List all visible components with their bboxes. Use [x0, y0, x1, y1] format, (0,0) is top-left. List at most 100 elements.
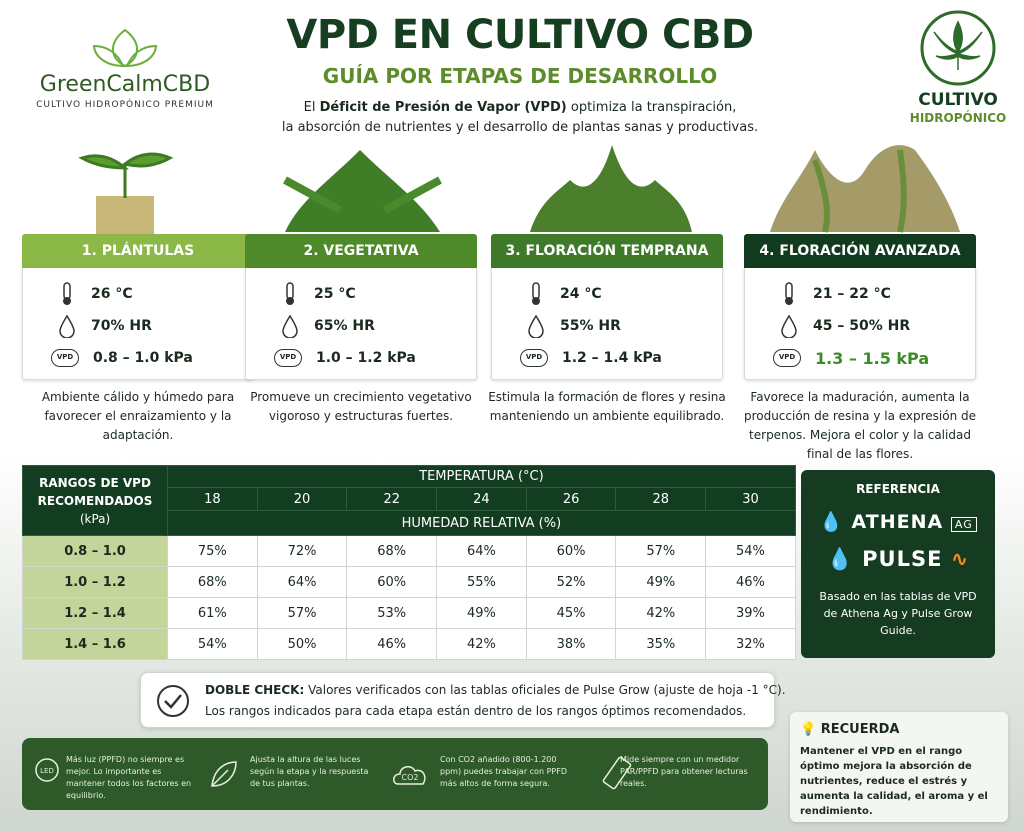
page-title: VPD EN CULTIVO CBD — [286, 12, 754, 58]
tip: Mide siempre con un medidor PAR/PPFD par… — [620, 755, 748, 788]
drop-icon — [59, 314, 75, 338]
row-label: 0.8 – 1.0 — [22, 535, 168, 567]
humidity-value: 64% — [436, 535, 527, 567]
stage-body: 26 °C 70% HR VPD 0.8 – 1.0 kPa — [22, 268, 254, 380]
lotus-icon — [92, 28, 158, 68]
thermometer-icon — [532, 282, 540, 305]
drop — [59, 314, 75, 338]
stage-humidity-value: 55% HR — [560, 318, 621, 334]
stage-card: 1. PLÁNTULAS 26 °C 70% HR VPD 0.8 – 1.0 kPa — [22, 234, 254, 380]
check-line2: Los rangos indicados para cada etapa est… — [205, 704, 747, 718]
leaves — [283, 176, 442, 214]
athena-tag: AG — [950, 517, 977, 532]
check-line1: DOBLE CHECK: Valores verificados con las… — [205, 683, 786, 697]
vpd-icon: VPD — [773, 349, 801, 367]
stage-description: Ambiente cálido y húmedo para favorecer … — [41, 390, 235, 442]
bulb — [35, 758, 59, 782]
stage-vpd-value: 1.0 – 1.2 kPa — [316, 350, 416, 366]
humidity-value: 52% — [525, 566, 617, 598]
drop-icon — [781, 314, 797, 338]
early-flower-plant — [530, 145, 692, 232]
stage-body: 21 – 22 °C 45 – 50% HR VPD 1.3 – 1.5 kPa — [744, 268, 976, 380]
humidity-value: 54% — [167, 628, 258, 660]
tip: Más luz (PPFD) no siempre es mejor. Lo i… — [66, 755, 192, 800]
meter-icon — [602, 756, 632, 790]
check-icon — [157, 685, 189, 717]
led-icon: LED — [35, 758, 59, 782]
humidity-value: 72% — [256, 535, 348, 567]
stage-temperature: 24 °C — [526, 280, 602, 308]
stage-description: Promueve un crecimiento vegetativo vigor… — [250, 390, 472, 423]
leaf-icon — [933, 20, 983, 70]
check-circle — [157, 685, 189, 717]
rockwool-cube — [96, 196, 154, 234]
humidity-value: 54% — [705, 535, 796, 567]
stage-description: Favorece la maduración, aumenta la produ… — [743, 390, 977, 461]
table-corner: RANGOS DE VPD RECOMENDADOS (kPa) — [22, 465, 168, 536]
reference-title: REFERENCIA — [856, 482, 940, 496]
badge-line1: CULTIVO — [918, 90, 998, 110]
vpd-icon: VPD — [520, 349, 548, 367]
temperature: 28 — [615, 487, 707, 511]
humidity-value: 49% — [436, 597, 527, 629]
stage-card: 2. VEGETATIVA 25 °C 65% HR VPD 1.0 – 1.2 kPa — [245, 234, 477, 380]
stage-title: 2. VEGETATIVA — [245, 234, 477, 268]
drop — [781, 314, 797, 338]
stage-temperature-value: 26 °C — [91, 286, 133, 302]
bulb — [785, 297, 793, 305]
tube — [532, 282, 540, 300]
humidity-value: 60% — [525, 535, 617, 567]
vpd-icon: VPD — [274, 349, 302, 367]
tip: Ajusta la altura de las luces según la e… — [250, 755, 369, 788]
drop-icon — [528, 314, 544, 338]
cloud — [393, 766, 426, 785]
bulb — [63, 297, 71, 305]
brand-tagline: CULTIVO HIDROPÓNICO PREMIUM — [36, 100, 214, 110]
humidity-value: 42% — [615, 597, 707, 629]
stage-body: 25 °C 65% HR VPD 1.0 – 1.2 kPa — [245, 268, 477, 380]
stage-title: 4. FLORACIÓN AVANZADA — [744, 234, 976, 268]
humidity-value: 75% — [167, 535, 258, 567]
table-row: 1.0 – 1.2 68% 64% 60% 55% 52% 49% 46% — [22, 566, 796, 598]
co2-icon: CO2 — [393, 766, 426, 785]
humidity-value: 64% — [256, 566, 348, 598]
vpd-table: RANGOS DE VPD RECOMENDADOS (kPa) TEMPERATUR… — [22, 465, 796, 660]
temperature: 22 — [346, 487, 438, 511]
icon-label: CO2 — [402, 773, 419, 782]
stage-description: Estimula la formación de flores y resina… — [488, 390, 726, 423]
humidity-value: 35% — [615, 628, 707, 660]
thermometer-icon — [785, 282, 793, 305]
humidity-value: 53% — [346, 597, 438, 629]
intro-bold: Déficit de Presión de Vapor (VPD) — [319, 100, 567, 115]
pulse-wave: ∿ — [950, 547, 970, 571]
reference-note: Basado en las tablas de VPD de Athena Ag… — [819, 590, 977, 637]
stage-temperature: 21 – 22 °C — [779, 280, 891, 308]
stage-vpd-value: 0.8 – 1.0 kPa — [93, 350, 193, 366]
stage-vpd: VPD 1.2 – 1.4 kPa — [520, 344, 662, 372]
intro-text: la absorción de nutrientes y el desarrol… — [281, 120, 759, 135]
stage-humidity-value: 70% HR — [91, 318, 152, 334]
stage-title: 3. FLORACIÓN TEMPRANA — [491, 234, 723, 268]
row-label: 1.0 – 1.2 — [22, 566, 168, 598]
table-row: 0.8 – 1.0 75% 72% 68% 64% 60% 57% 54% — [22, 535, 796, 567]
humidity-value: 60% — [346, 566, 438, 598]
humidity-header: HUMEDAD RELATIVA (%) — [167, 510, 796, 536]
bulb — [286, 297, 294, 305]
tube — [785, 282, 793, 300]
stage-vpd: VPD 1.0 – 1.2 kPa — [274, 344, 416, 372]
table-row: 18 20 22 24 26 28 30 — [23, 487, 796, 511]
athena-logo: 💧 ATHENA AG — [801, 510, 995, 533]
meter — [602, 756, 632, 790]
stage-vpd: VPD 0.8 – 1.0 kPa — [51, 344, 193, 372]
drop — [528, 314, 544, 338]
brand-logo — [92, 28, 158, 68]
stage-humidity-value: 45 – 50% HR — [813, 318, 911, 334]
page-subtitle: GUÍA POR ETAPAS DE DESARROLLO — [322, 64, 718, 88]
row-label: 1.4 – 1.6 — [22, 628, 168, 660]
stage-humidity: 70% HR — [57, 312, 152, 340]
humidity-value: 57% — [256, 597, 348, 629]
humidity-value: 61% — [167, 597, 258, 629]
stage-card: 3. FLORACIÓN TEMPRANA 24 °C 55% HR VPD 1.2 –… — [491, 234, 723, 380]
humidity-value: 45% — [525, 597, 617, 629]
temperature: 26 — [525, 487, 617, 511]
